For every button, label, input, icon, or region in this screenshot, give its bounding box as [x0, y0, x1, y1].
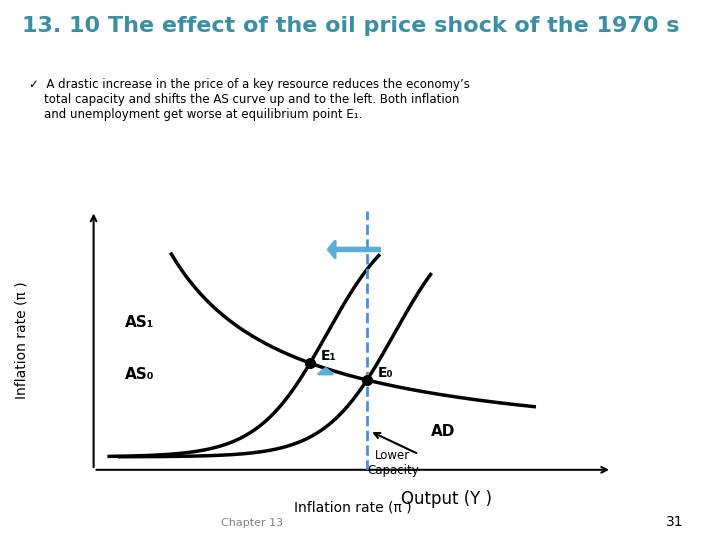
Text: Lower
Capacity: Lower Capacity — [367, 449, 419, 477]
Text: Inflation rate (π ): Inflation rate (π ) — [294, 501, 412, 515]
Text: 31: 31 — [667, 516, 684, 530]
Text: E₀: E₀ — [377, 367, 393, 380]
Text: Inflation rate (π ): Inflation rate (π ) — [14, 281, 29, 399]
Text: AS₀: AS₀ — [125, 367, 154, 382]
Text: E₁: E₁ — [320, 349, 336, 363]
Text: AS₁: AS₁ — [125, 315, 154, 330]
Text: AD: AD — [431, 424, 455, 439]
Text: ✓  A drastic increase in the price of a key resource reduces the economy’s
    t: ✓ A drastic increase in the price of a k… — [29, 78, 469, 122]
Text: Output (Y ): Output (Y ) — [401, 490, 492, 509]
Text: Chapter 13: Chapter 13 — [221, 518, 283, 529]
Text: 13. 10 The effect of the oil price shock of the 1970 s: 13. 10 The effect of the oil price shock… — [22, 16, 679, 36]
